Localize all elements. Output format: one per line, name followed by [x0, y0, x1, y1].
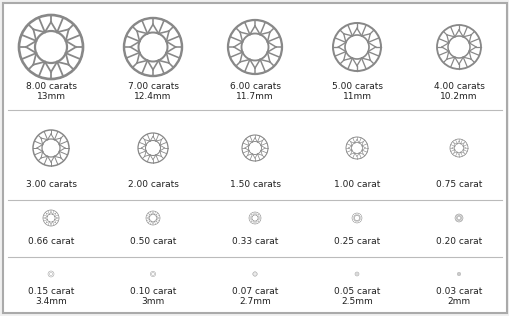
Circle shape [436, 25, 480, 69]
Text: 0.25 carat: 0.25 carat [333, 237, 379, 246]
Text: 0.66 carat: 0.66 carat [28, 237, 74, 246]
Circle shape [150, 271, 155, 276]
Circle shape [355, 273, 357, 275]
Circle shape [228, 20, 281, 74]
Text: 1.00 carat: 1.00 carat [333, 180, 379, 189]
Circle shape [252, 272, 257, 276]
Circle shape [457, 272, 460, 276]
Circle shape [47, 214, 55, 222]
Text: 0.20 carat: 0.20 carat [435, 237, 481, 246]
Text: 0.75 carat: 0.75 carat [435, 180, 481, 189]
Circle shape [457, 273, 459, 275]
Text: 7.00 carats
12.4mm: 7.00 carats 12.4mm [127, 82, 178, 101]
Text: 8.00 carats
13mm: 8.00 carats 13mm [25, 82, 76, 101]
Text: 0.07 carat
2.7mm: 0.07 carat 2.7mm [232, 287, 277, 307]
Text: 5.00 carats
11mm: 5.00 carats 11mm [331, 82, 382, 101]
Circle shape [251, 215, 258, 221]
Circle shape [48, 271, 54, 277]
Circle shape [138, 133, 167, 163]
Circle shape [248, 212, 261, 224]
Circle shape [344, 35, 369, 59]
Circle shape [151, 273, 154, 276]
Circle shape [351, 143, 362, 154]
Circle shape [149, 215, 156, 222]
Text: 3.00 carats: 3.00 carats [25, 180, 76, 189]
Circle shape [138, 33, 167, 62]
Text: 0.50 carat: 0.50 carat [130, 237, 176, 246]
Circle shape [351, 213, 361, 223]
Circle shape [345, 137, 367, 159]
Text: 0.05 carat
2.5mm: 0.05 carat 2.5mm [333, 287, 379, 307]
Circle shape [42, 139, 60, 157]
Circle shape [124, 18, 182, 76]
Circle shape [49, 272, 52, 276]
Circle shape [19, 15, 83, 79]
Text: 0.10 carat
3mm: 0.10 carat 3mm [130, 287, 176, 307]
Circle shape [242, 135, 267, 161]
Text: 4.00 carats
10.2mm: 4.00 carats 10.2mm [433, 82, 484, 101]
Text: 2.00 carats: 2.00 carats [127, 180, 178, 189]
Circle shape [449, 139, 467, 157]
Circle shape [354, 216, 359, 221]
Text: 0.15 carat
3.4mm: 0.15 carat 3.4mm [28, 287, 74, 307]
Circle shape [253, 273, 256, 275]
Circle shape [332, 23, 380, 71]
Circle shape [241, 33, 268, 60]
Text: 0.33 carat: 0.33 carat [232, 237, 277, 246]
Circle shape [146, 211, 160, 225]
Circle shape [145, 141, 160, 155]
Text: 1.50 carats: 1.50 carats [229, 180, 280, 189]
Circle shape [447, 36, 469, 58]
Circle shape [33, 130, 69, 166]
Circle shape [354, 272, 358, 276]
Circle shape [454, 143, 463, 153]
Circle shape [43, 210, 59, 226]
Circle shape [35, 31, 67, 63]
Text: 6.00 carats
11.7mm: 6.00 carats 11.7mm [229, 82, 280, 101]
Text: 0.03 carat
2mm: 0.03 carat 2mm [435, 287, 481, 307]
Circle shape [248, 142, 261, 155]
Circle shape [456, 216, 460, 220]
Circle shape [454, 214, 462, 222]
